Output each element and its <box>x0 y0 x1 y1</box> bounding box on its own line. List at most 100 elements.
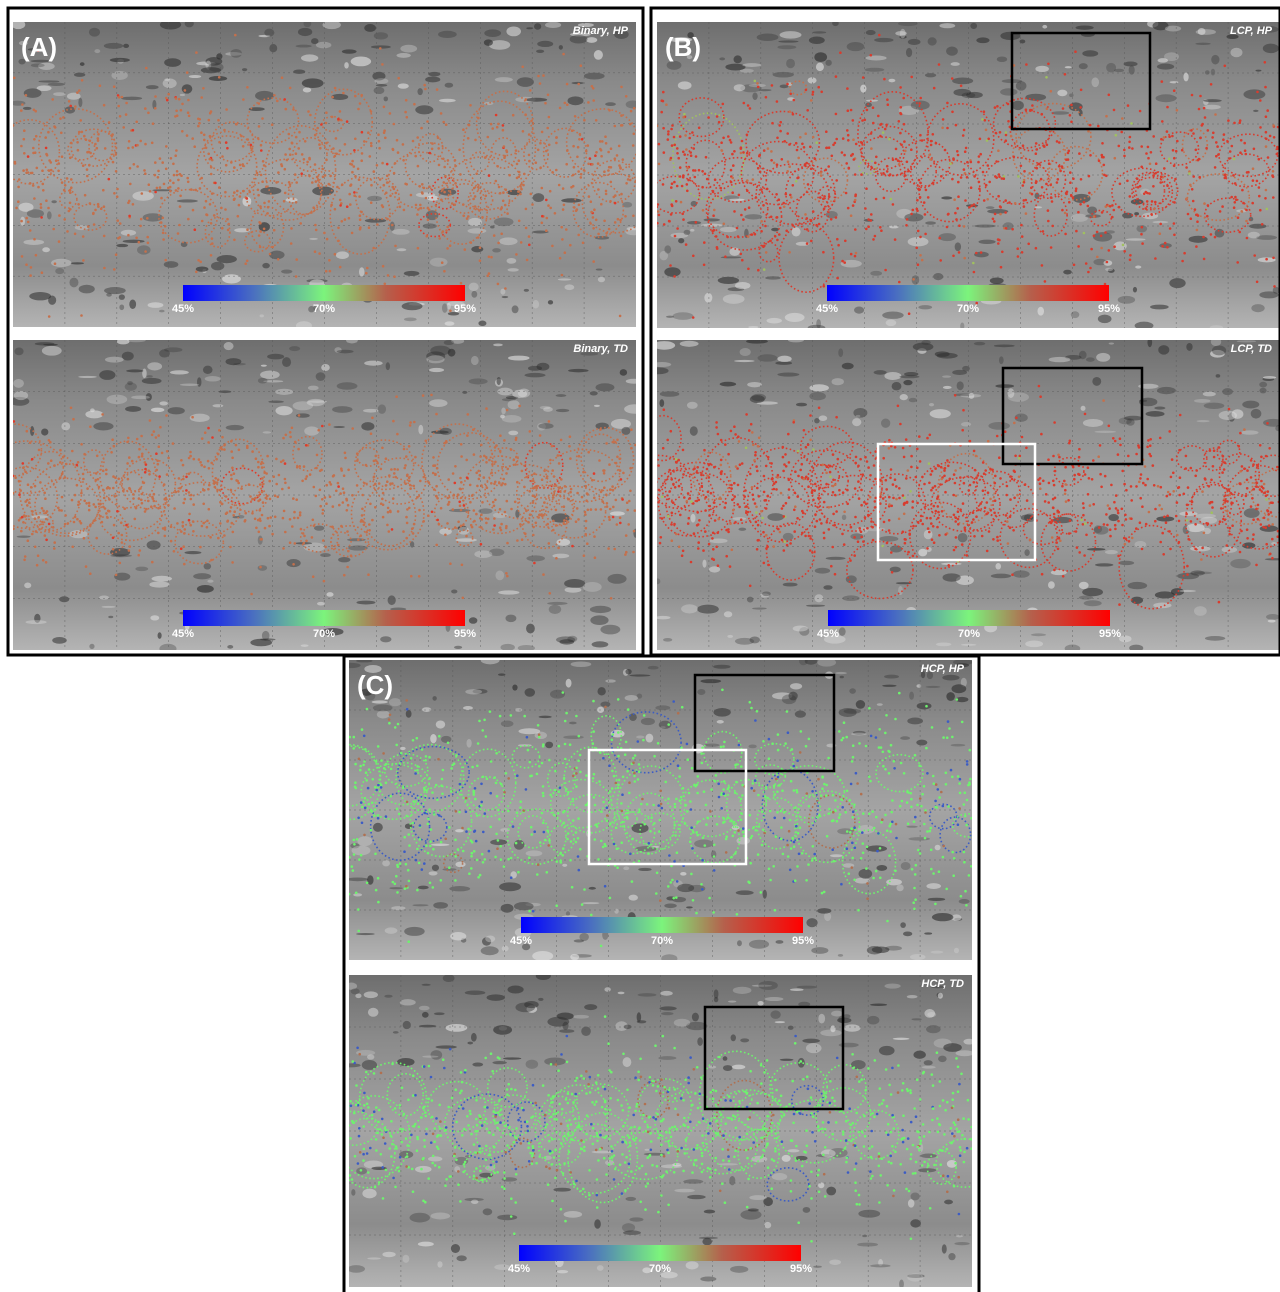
data-dot <box>682 176 685 179</box>
data-dot <box>986 550 989 553</box>
data-dot <box>727 135 730 138</box>
data-dot <box>668 220 671 223</box>
data-dot <box>1140 145 1143 148</box>
data-dot <box>425 197 428 200</box>
data-dot <box>1054 521 1057 524</box>
data-dot <box>1072 196 1075 199</box>
data-dot <box>954 482 957 485</box>
terrain <box>469 378 488 384</box>
data-dot <box>154 161 157 164</box>
data-dot <box>1115 134 1118 137</box>
data-dot <box>968 206 971 209</box>
data-dot <box>708 543 711 546</box>
terrain <box>1091 77 1099 87</box>
terrain <box>579 933 588 941</box>
data-dot <box>1256 465 1259 468</box>
data-dot <box>852 204 855 207</box>
data-dot <box>815 224 818 227</box>
data-dot <box>870 132 873 135</box>
terrain <box>590 606 611 613</box>
data-dot <box>202 489 205 492</box>
data-dot <box>973 203 976 206</box>
data-dot <box>1061 485 1064 488</box>
data-dot <box>219 489 222 492</box>
data-dot <box>632 551 635 554</box>
data-dot <box>117 478 120 481</box>
data-dot <box>492 528 495 531</box>
terrain <box>69 530 87 538</box>
data-dot <box>1157 485 1160 488</box>
data-dot <box>689 151 692 154</box>
terrain <box>538 423 553 429</box>
data-dot <box>357 168 360 171</box>
data-dot <box>325 270 328 273</box>
data-dot <box>1154 257 1157 260</box>
data-dot <box>64 476 67 479</box>
data-dot <box>134 518 137 521</box>
data-dot <box>96 147 99 150</box>
data-dot <box>138 241 141 244</box>
data-dot <box>164 535 167 538</box>
data-dot <box>149 190 152 193</box>
terrain <box>765 276 781 279</box>
data-dot <box>136 165 139 168</box>
terrain <box>296 45 312 48</box>
terrain <box>227 645 233 649</box>
data-dot <box>351 494 354 497</box>
terrain <box>763 890 767 899</box>
data-dot <box>1109 528 1112 531</box>
data-dot <box>480 514 483 517</box>
data-dot <box>610 166 613 169</box>
data-dot <box>1161 508 1164 511</box>
data-dot <box>418 185 421 188</box>
data-dot <box>381 162 384 165</box>
data-dot <box>931 538 934 541</box>
data-dot <box>1178 494 1181 497</box>
data-dot <box>795 142 798 145</box>
data-dot <box>927 527 930 530</box>
terrain <box>556 394 567 397</box>
terrain <box>747 382 762 387</box>
data-dot <box>926 547 929 550</box>
data-dot <box>406 522 409 525</box>
data-dot <box>154 191 157 194</box>
data-dot <box>427 514 430 517</box>
data-dot <box>1005 227 1008 230</box>
data-dot <box>874 497 877 500</box>
data-dot <box>1228 533 1231 536</box>
data-dot <box>571 129 574 132</box>
terrain <box>425 77 440 83</box>
data-dot <box>937 511 940 514</box>
data-dot <box>367 573 370 576</box>
data-dot <box>1014 202 1017 205</box>
data-dot <box>1050 246 1053 249</box>
terrain <box>142 378 162 384</box>
data-dot <box>156 460 159 463</box>
terrain <box>417 88 422 95</box>
data-dot <box>724 506 727 509</box>
data-dot <box>1003 175 1006 178</box>
data-dot <box>339 199 342 202</box>
data-dot <box>625 551 628 554</box>
data-dot <box>908 533 911 536</box>
data-dot <box>231 522 234 525</box>
data-dot <box>376 223 379 226</box>
data-dot <box>1212 465 1215 468</box>
data-dot <box>944 533 947 536</box>
data-dot <box>1075 187 1078 190</box>
data-dot <box>335 153 338 156</box>
terrain <box>518 728 540 734</box>
data-dot <box>158 475 161 478</box>
data-dot <box>865 228 868 231</box>
data-dot <box>595 219 598 222</box>
data-dot <box>446 247 449 250</box>
data-dot <box>207 460 210 463</box>
data-dot <box>454 182 457 185</box>
terrain <box>943 386 952 389</box>
data-dot <box>890 468 893 471</box>
terrain <box>444 340 454 345</box>
terrain <box>1205 636 1225 641</box>
data-dot <box>376 164 379 167</box>
terrain <box>222 274 241 283</box>
data-dot <box>859 458 862 461</box>
